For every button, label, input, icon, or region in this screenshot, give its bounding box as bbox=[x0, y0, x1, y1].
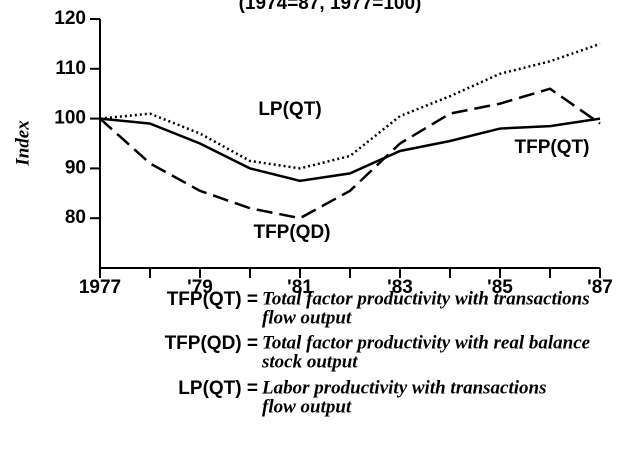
note-text: flow output bbox=[262, 396, 352, 417]
series-line bbox=[99, 87, 601, 220]
series-line bbox=[99, 42, 601, 170]
y-tick-label: 100 bbox=[54, 108, 86, 129]
note-key: TFP(QD) = bbox=[165, 333, 258, 354]
note-text: Total factor productivity with transacti… bbox=[262, 288, 590, 309]
note-key: LP(QT) = bbox=[178, 378, 258, 399]
series-label: TFP(QD) bbox=[253, 222, 330, 243]
note-text: Total factor productivity with real bala… bbox=[262, 332, 591, 353]
y-tick-label: 90 bbox=[65, 157, 86, 178]
series-label: TFP(QT) bbox=[515, 137, 590, 158]
note-key: TFP(QT) = bbox=[167, 289, 258, 310]
note-text: flow output bbox=[262, 307, 352, 328]
y-axis-label: Index bbox=[12, 120, 33, 167]
y-tick-label: 80 bbox=[65, 207, 86, 228]
note-text: Labor productivity with transactions bbox=[261, 377, 547, 398]
chart-subtitle: (1974=87, 1977=100) bbox=[239, 0, 422, 14]
y-tick-label: 110 bbox=[55, 58, 86, 79]
note-text: stock output bbox=[261, 351, 358, 372]
x-tick-label: 1977 bbox=[79, 277, 121, 298]
x-tick-label: '87 bbox=[587, 277, 613, 298]
series-line bbox=[99, 117, 601, 183]
x-tick-label: '79 bbox=[187, 277, 213, 298]
series-label: LP(QT) bbox=[258, 99, 321, 120]
x-tick-label: '81 bbox=[287, 277, 313, 298]
y-tick-label: 120 bbox=[54, 8, 86, 29]
x-tick-label: '83 bbox=[387, 277, 413, 298]
x-tick-label: '85 bbox=[487, 277, 513, 298]
